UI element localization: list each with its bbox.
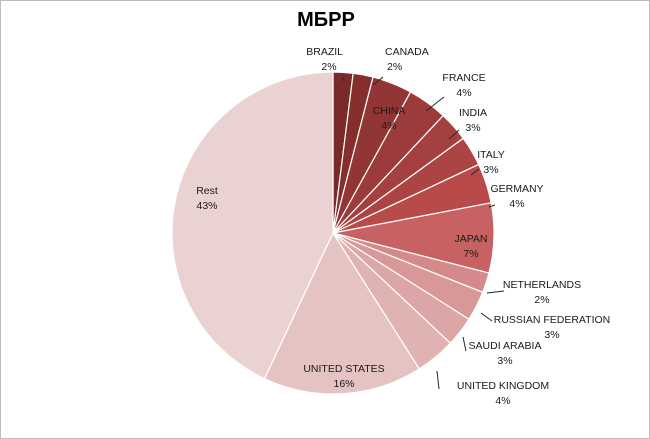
slice-label-name: SAUDI ARABIA — [469, 340, 542, 352]
leader-line — [436, 370, 440, 390]
slice-label-name: FRANCE — [442, 72, 485, 84]
slice-label-value: 4% — [456, 87, 471, 99]
slice-label-name: CHINA — [373, 105, 406, 117]
slice-label-value: 3% — [465, 122, 480, 134]
slice-label: Rest 43% — [196, 185, 218, 212]
slice-label: UNITED STATES 16% — [303, 363, 384, 390]
slice-label-name: UNITED KINGDOM — [457, 380, 549, 392]
slice-label: NETHERLANDS 2% — [503, 279, 581, 306]
leader-line — [470, 168, 480, 176]
slice-label-name: RUSSIAN FEDERATION — [494, 314, 610, 326]
leader-line — [372, 76, 384, 86]
leader-line — [486, 290, 505, 294]
chart-title: МБРР — [297, 9, 355, 31]
slice-label-value: 7% — [463, 248, 478, 260]
slice-label-name: GERMANY — [490, 183, 543, 195]
leader-line — [480, 312, 493, 322]
slice-label-value: 43% — [196, 200, 217, 212]
slice-label: SAUDI ARABIA 3% — [469, 340, 542, 367]
slice-label: RUSSIAN FEDERATION 3% — [494, 314, 610, 341]
pie-slice — [263, 231, 421, 395]
slice-label-value: 3% — [544, 329, 559, 341]
slice-label-value: 3% — [497, 355, 512, 367]
slice-label-value: 2% — [321, 61, 336, 73]
slice-label: GERMANY 4% — [490, 183, 543, 210]
slice-label: BRAZIL 2% — [306, 46, 343, 73]
leader-line — [462, 336, 467, 352]
slice-label: FRANCE 4% — [442, 72, 485, 99]
leader-line — [448, 129, 460, 140]
slice-label-name: ITALY — [477, 149, 505, 161]
slice-label-name: CANADA — [385, 46, 429, 58]
slice-label-value: 4% — [509, 198, 524, 210]
slice-label-value: 4% — [381, 120, 396, 132]
slice-label: CANADA 2% — [385, 46, 429, 73]
slice-label-name: BRAZIL — [306, 46, 343, 58]
slice-label-value: 4% — [495, 395, 510, 407]
leader-line — [425, 96, 445, 112]
pie-slice — [171, 71, 334, 380]
slice-label: UNITED KINGDOM 4% — [457, 380, 549, 407]
slice-label: CHINA 4% — [373, 105, 406, 132]
slice-label: INDIA 3% — [459, 107, 487, 134]
leader-line — [488, 204, 496, 208]
slice-label-value: 2% — [534, 294, 549, 306]
slice-label-name: JAPAN — [454, 233, 487, 245]
slice-label-name: NETHERLANDS — [503, 279, 581, 291]
slice-label-name: Rest — [196, 185, 218, 197]
slice-label-value: 3% — [483, 164, 498, 176]
slice-label: ITALY 3% — [477, 149, 505, 176]
slice-label-name: UNITED STATES — [303, 363, 384, 375]
slice-label: JAPAN 7% — [454, 233, 487, 260]
slice-label-value: 2% — [387, 61, 402, 73]
slice-label-value: 16% — [333, 378, 354, 390]
slice-label-name: INDIA — [459, 107, 487, 119]
